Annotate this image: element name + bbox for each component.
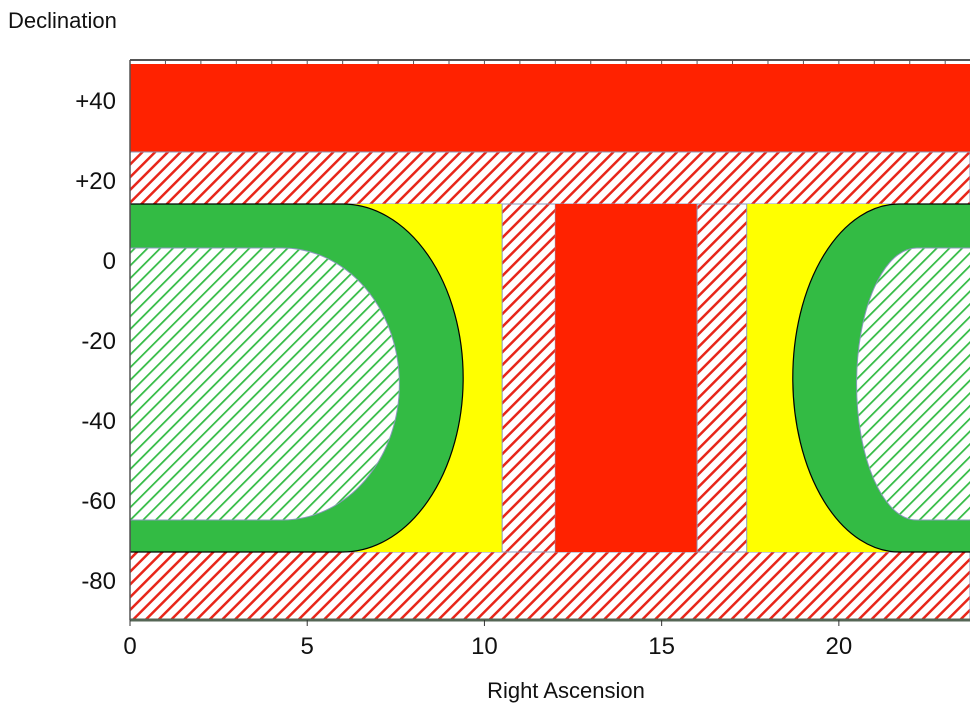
x-axis-label: Right Ascension bbox=[487, 678, 645, 703]
x-tick-label: 10 bbox=[471, 633, 498, 660]
green-hatched-right bbox=[856, 247, 970, 521]
x-tick-label: 20 bbox=[826, 633, 853, 660]
y-tick-label: +40 bbox=[75, 88, 116, 115]
top-hatched-band bbox=[130, 151, 970, 205]
plot-regions bbox=[130, 60, 970, 620]
center-solid-block bbox=[555, 204, 698, 552]
top-solid-band bbox=[130, 64, 970, 152]
y-tick-label: -60 bbox=[81, 488, 116, 515]
x-tick-label: 15 bbox=[648, 633, 675, 660]
y-tick-label: -40 bbox=[81, 408, 116, 435]
bottom-hatched-band bbox=[130, 551, 970, 620]
hatched-strip-right bbox=[696, 203, 748, 553]
y-tick-label: -20 bbox=[81, 328, 116, 355]
y-axis-label: Declination bbox=[8, 8, 117, 33]
y-tick-label: -80 bbox=[81, 568, 116, 595]
x-tick-label: 5 bbox=[301, 633, 314, 660]
y-tick-label: +20 bbox=[75, 168, 116, 195]
y-tick-label: 0 bbox=[103, 248, 116, 275]
green-hatched-left bbox=[130, 247, 400, 521]
hatched-strip-left bbox=[501, 203, 556, 553]
axes: 0 5 10 15 20 +40 +20 0 -20 -40 -60 -80 bbox=[75, 59, 970, 660]
x-tick-label: 0 bbox=[123, 633, 136, 660]
